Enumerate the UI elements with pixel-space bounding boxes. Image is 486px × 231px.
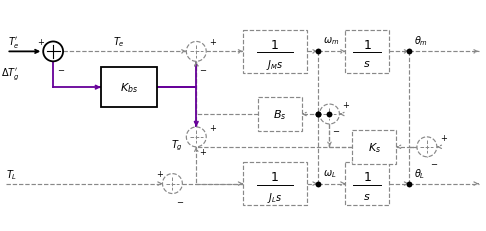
Bar (352, 130, 396, 164)
Circle shape (186, 127, 206, 147)
Text: 1: 1 (271, 39, 279, 52)
Text: $T_g$: $T_g$ (172, 138, 183, 152)
Text: $-$: $-$ (430, 158, 438, 167)
Text: $K_{bs}$: $K_{bs}$ (120, 81, 138, 95)
Circle shape (43, 42, 63, 62)
Bar (346, 162, 389, 206)
Text: $T_e$: $T_e$ (113, 35, 124, 49)
Circle shape (417, 137, 437, 157)
Text: $-$: $-$ (176, 195, 185, 204)
Bar (243, 162, 307, 206)
Bar (243, 30, 307, 74)
Text: +: + (37, 38, 44, 47)
Text: +: + (156, 169, 163, 178)
Text: +: + (440, 134, 447, 143)
Text: $\theta_L$: $\theta_L$ (414, 166, 425, 180)
Text: 1: 1 (364, 39, 371, 52)
Text: 1: 1 (271, 170, 279, 183)
Text: $\Delta T_g'$: $\Delta T_g'$ (1, 66, 20, 82)
Text: +: + (199, 148, 206, 157)
Text: $s$: $s$ (364, 59, 371, 69)
Text: +: + (343, 100, 349, 109)
Text: +: + (209, 124, 216, 133)
Text: $J_L s$: $J_L s$ (267, 190, 282, 204)
Text: $B_s$: $B_s$ (273, 108, 287, 121)
Text: +: + (209, 38, 216, 47)
Text: $T_L$: $T_L$ (6, 167, 18, 181)
Text: $-$: $-$ (199, 64, 208, 73)
Circle shape (186, 42, 206, 62)
Text: $K_s$: $K_s$ (367, 140, 381, 154)
Text: 1: 1 (364, 170, 371, 183)
Text: $T_e'$: $T_e'$ (8, 35, 20, 50)
Circle shape (319, 105, 339, 125)
Text: $-$: $-$ (57, 64, 65, 73)
Text: $s$: $s$ (364, 191, 371, 201)
Text: $\omega_m$: $\omega_m$ (323, 35, 339, 47)
Bar (258, 98, 302, 131)
Text: $J_M s$: $J_M s$ (266, 58, 283, 72)
Text: $-$: $-$ (332, 125, 341, 134)
Text: $\theta_m$: $\theta_m$ (414, 34, 428, 48)
Bar (101, 68, 156, 108)
Circle shape (162, 174, 182, 194)
Text: $\omega_L$: $\omega_L$ (323, 167, 336, 179)
Bar (346, 30, 389, 74)
